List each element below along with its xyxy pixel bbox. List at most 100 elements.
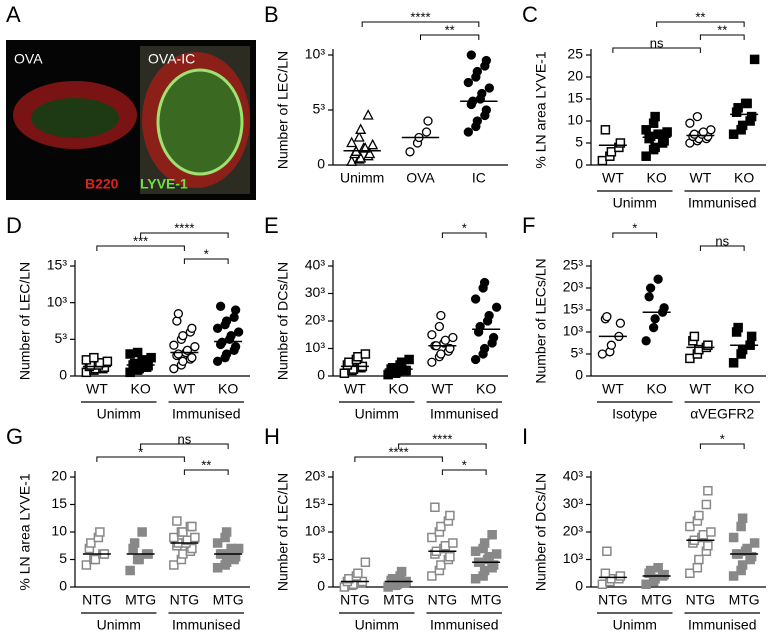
data-point xyxy=(602,546,612,556)
data-point xyxy=(653,563,663,573)
data-point xyxy=(187,323,197,333)
data-point xyxy=(742,543,752,554)
y-tick-label: 10 xyxy=(51,523,67,539)
data-point xyxy=(434,321,445,332)
panel-letter: G xyxy=(6,424,23,449)
data-point xyxy=(703,486,713,496)
data-point xyxy=(187,521,197,532)
data-point xyxy=(659,303,669,313)
data-point xyxy=(215,301,226,311)
panel-letter: H xyxy=(264,424,280,449)
significance-bracket xyxy=(699,245,745,251)
significance-label: * xyxy=(138,444,143,459)
x-tick-label: KO xyxy=(734,381,754,397)
x-tick-label: Unimm xyxy=(340,170,384,186)
y-tick-label: 0 xyxy=(317,156,325,172)
data-point xyxy=(169,560,179,570)
group-label: Isotype xyxy=(612,406,657,422)
x-tick-label: OVA xyxy=(406,170,435,186)
group-label: Immunised xyxy=(688,617,756,633)
data-point xyxy=(703,340,713,350)
y-tick-label: 10 xyxy=(567,112,583,128)
data-point xyxy=(692,563,703,573)
significance-label: * xyxy=(462,457,467,472)
data-point xyxy=(645,283,656,293)
data-point xyxy=(487,530,497,540)
data-point xyxy=(421,127,432,137)
data-point xyxy=(481,55,491,66)
data-point xyxy=(137,527,147,537)
data-point xyxy=(746,111,757,122)
y-axis-label: Number of LECs/LN xyxy=(533,258,549,383)
data-point xyxy=(405,147,415,157)
data-point xyxy=(169,340,179,350)
data-point xyxy=(488,332,499,343)
data-point xyxy=(749,54,760,65)
image-label: OVA xyxy=(14,51,43,67)
data-point xyxy=(606,340,617,350)
data-point xyxy=(221,316,232,326)
data-point xyxy=(172,516,182,526)
data-point xyxy=(359,142,371,153)
data-point xyxy=(81,560,92,570)
significance-label: ns xyxy=(178,431,192,446)
data-point xyxy=(597,349,608,359)
data-point xyxy=(230,305,241,315)
data-point xyxy=(362,109,374,120)
significance-bracket xyxy=(656,21,745,27)
data-point xyxy=(146,352,156,363)
data-point xyxy=(466,50,476,60)
data-point xyxy=(178,527,188,537)
x-tick-label: MTG xyxy=(213,592,244,608)
y-tick-label: 20³ xyxy=(563,279,584,295)
data-point xyxy=(479,277,490,288)
significance-label: **** xyxy=(432,431,452,446)
significance-label: **** xyxy=(410,9,430,24)
significance-label: **** xyxy=(389,444,409,459)
data-point xyxy=(132,347,143,358)
x-tick-label: KO xyxy=(647,381,667,397)
data-point xyxy=(477,88,487,99)
data-point xyxy=(728,532,739,543)
data-point xyxy=(491,302,502,312)
data-point xyxy=(360,349,371,359)
data-point xyxy=(440,335,451,345)
data-point xyxy=(230,342,241,352)
group-label: Unimm xyxy=(97,617,141,633)
significance-label: ** xyxy=(717,22,727,37)
data-point xyxy=(190,342,200,352)
data-point xyxy=(742,98,752,109)
x-tick-label: KO xyxy=(734,170,754,186)
stain-label: LYVE-1 xyxy=(140,176,188,192)
group-label: Immunised xyxy=(430,617,498,633)
data-point xyxy=(353,131,365,142)
significance-bracket xyxy=(183,258,229,264)
significance-bracket xyxy=(140,232,229,238)
group-label: Immunised xyxy=(430,406,498,422)
data-point xyxy=(396,566,407,577)
x-tick-label: NTG xyxy=(340,592,370,608)
data-point xyxy=(746,331,757,342)
x-tick-label: WT xyxy=(344,381,366,397)
y-tick-label: 0 xyxy=(317,578,325,594)
data-point xyxy=(445,552,455,562)
y-tick-label: 5³ xyxy=(313,101,326,117)
x-tick-label: WT xyxy=(431,381,453,397)
significance-label: * xyxy=(720,431,725,446)
group-label: Immunised xyxy=(172,617,240,633)
data-point xyxy=(427,532,437,543)
significance-label: * xyxy=(204,246,209,261)
panel-letter: C xyxy=(522,2,538,27)
data-point xyxy=(427,357,437,367)
data-point xyxy=(685,118,695,128)
stain-label: B220 xyxy=(85,176,119,192)
y-axis-label: Number of DCs/LN xyxy=(275,262,291,380)
data-point xyxy=(615,318,626,328)
data-point xyxy=(602,311,612,322)
panel-letter: D xyxy=(6,213,22,238)
panel-letter: A xyxy=(6,2,21,27)
y-axis-label: Number of LEC/LN xyxy=(275,51,291,169)
y-tick-label: 10³ xyxy=(305,523,326,539)
data-point xyxy=(427,330,437,340)
data-point xyxy=(233,543,244,554)
